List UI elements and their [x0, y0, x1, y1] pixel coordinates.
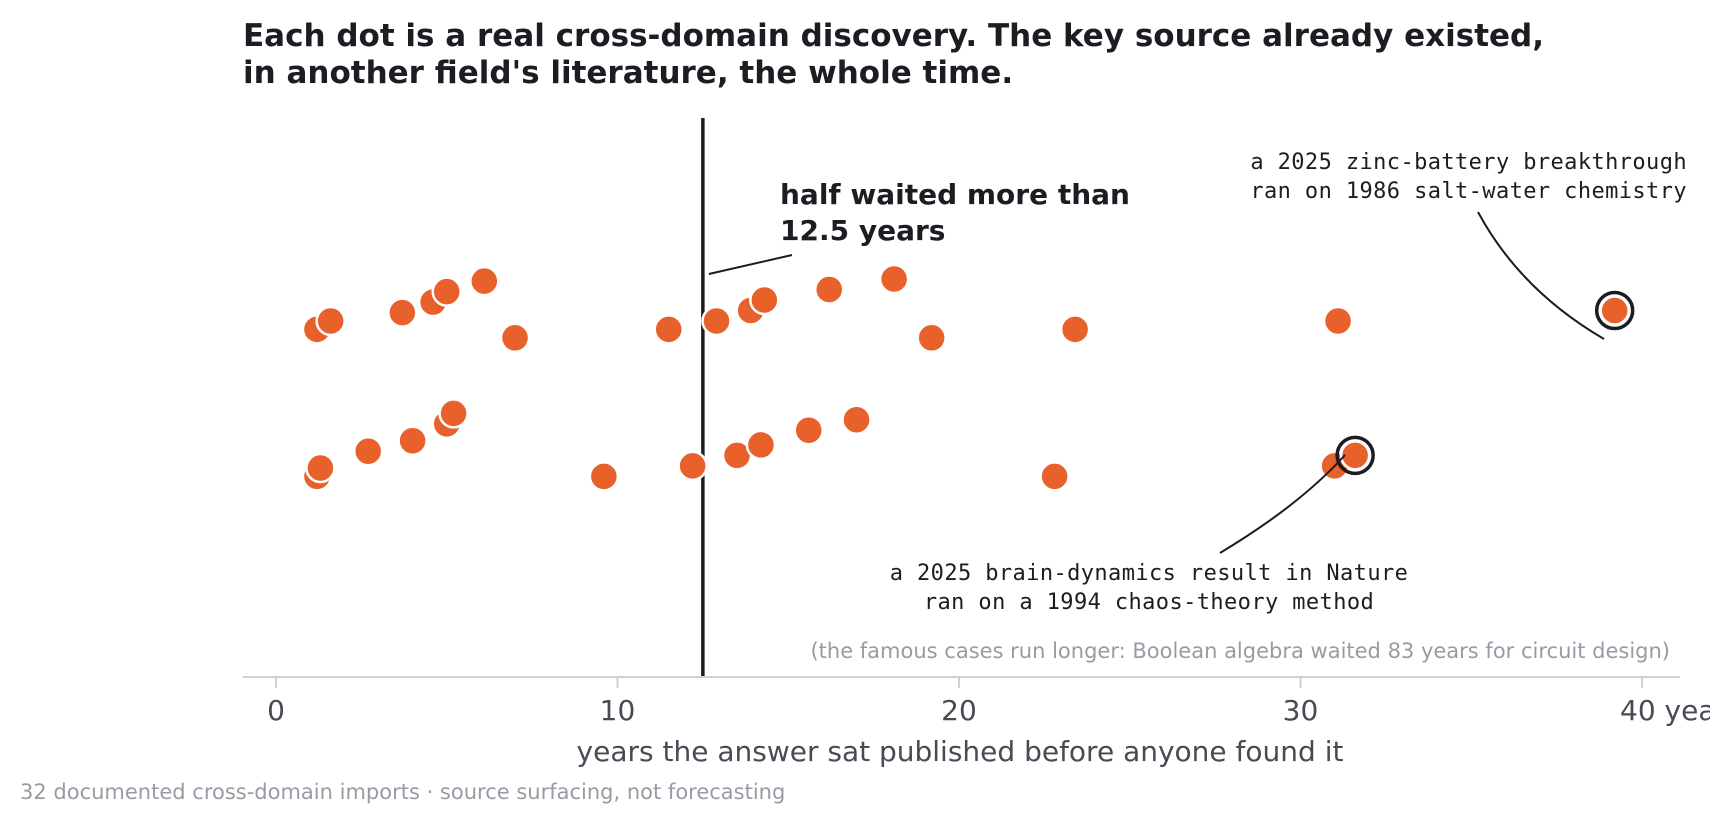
data-point [1322, 305, 1354, 337]
annotation-zinc-leader [1477, 211, 1605, 340]
data-point [653, 314, 684, 345]
annotation-brain-leader [1219, 454, 1346, 554]
data-point [916, 322, 947, 354]
data-point [315, 305, 346, 337]
data-point [793, 414, 824, 446]
median-label-line-2: 12.5 years [780, 214, 945, 247]
data-points [301, 263, 1635, 492]
median-label: half waited more than 12.5 years [780, 178, 1130, 247]
famous-cases-note: (the famous cases run longer: Boolean al… [810, 639, 1670, 663]
x-tick-label: 0 [267, 694, 285, 727]
annotation-zinc-line-2: ran on 1986 salt-water chemistry [1250, 179, 1687, 204]
highlight-ring [1335, 435, 1375, 476]
data-point [387, 297, 418, 328]
data-point [1059, 314, 1091, 345]
data-point [745, 429, 777, 461]
median-leader-line [708, 254, 793, 275]
data-point [813, 274, 845, 305]
annotation-zinc-battery: a 2025 zinc-battery breakthrough ran on … [1250, 150, 1687, 340]
x-axis-ticks: 0 10 20 30 40 years [267, 677, 1710, 727]
data-point [1599, 295, 1630, 326]
data-point [438, 398, 469, 429]
annotation-zinc-line-1: a 2025 zinc-battery breakthrough [1250, 150, 1687, 175]
title-line-1: Each dot is a real cross-domain discover… [243, 18, 1544, 54]
chart-title: Each dot is a real cross-domain discover… [243, 18, 1544, 91]
annotation-brain-line-2: ran on a 1994 chaos-theory method [924, 590, 1374, 615]
x-tick-label: 20 [941, 694, 977, 727]
data-point [397, 425, 428, 456]
data-point [677, 450, 708, 482]
data-point [701, 305, 732, 337]
annotation-brain-line-1: a 2025 brain-dynamics result in Nature [890, 561, 1409, 586]
x-tick-label: 30 [1283, 694, 1319, 727]
chart-caption: 32 documented cross-domain imports · sou… [20, 780, 785, 804]
data-point [1039, 461, 1070, 492]
data-point [841, 404, 872, 435]
data-point [588, 461, 620, 492]
data-point [749, 284, 780, 316]
data-point [352, 435, 384, 467]
x-tick-label: 10 [600, 694, 636, 727]
annotation-brain-dynamics: a 2025 brain-dynamics result in Nature r… [890, 454, 1409, 615]
title-line-2: in another field's literature, the whole… [243, 55, 1013, 91]
median-label-line-1: half waited more than [780, 178, 1130, 211]
x-axis-label: years the answer sat published before an… [577, 735, 1344, 768]
x-tick-label: 40 years [1620, 694, 1710, 727]
data-point [878, 263, 910, 295]
data-point [469, 265, 500, 297]
highlight-ring [1594, 290, 1635, 331]
data-point [431, 276, 462, 307]
data-point [1339, 440, 1371, 471]
data-point [305, 452, 336, 484]
data-point [499, 322, 531, 354]
